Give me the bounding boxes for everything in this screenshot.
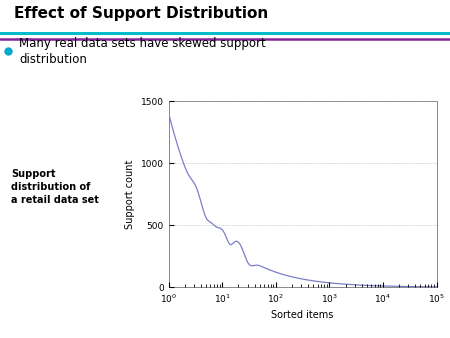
Text: Support
distribution of
a retail data set: Support distribution of a retail data se… <box>11 169 99 205</box>
Text: Many real data sets have skewed support
distribution: Many real data sets have skewed support … <box>19 37 266 66</box>
X-axis label: Sorted items: Sorted items <box>271 310 334 320</box>
Text: Effect of Support Distribution: Effect of Support Distribution <box>14 6 268 21</box>
Y-axis label: Support count: Support count <box>126 160 135 229</box>
